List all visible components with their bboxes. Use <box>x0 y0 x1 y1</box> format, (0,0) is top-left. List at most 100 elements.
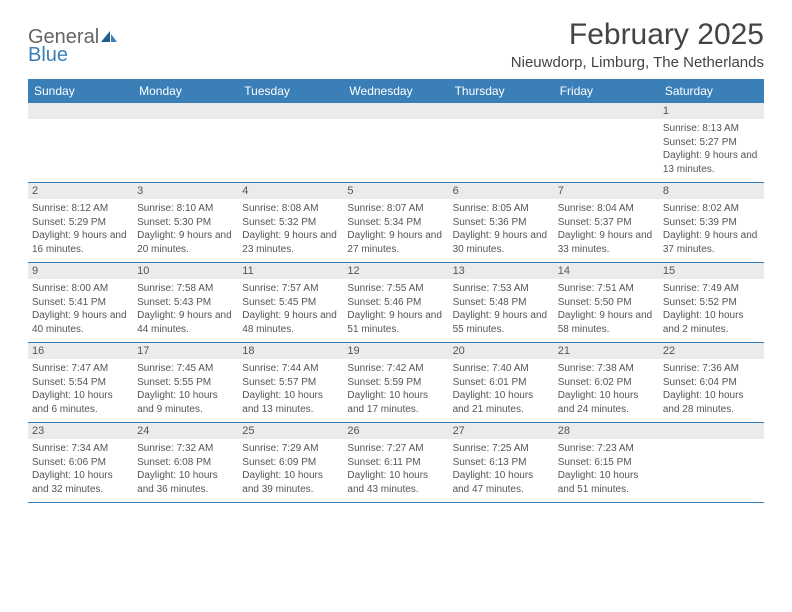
day-number: 22 <box>659 343 764 359</box>
day-details: Sunrise: 8:05 AMSunset: 5:36 PMDaylight:… <box>453 202 550 256</box>
day-details: Sunrise: 7:36 AMSunset: 6:04 PMDaylight:… <box>663 362 760 416</box>
day-details: Sunrise: 7:40 AMSunset: 6:01 PMDaylight:… <box>453 362 550 416</box>
week-row: 9Sunrise: 8:00 AMSunset: 5:41 PMDaylight… <box>28 263 764 343</box>
day-header-tue: Tuesday <box>238 79 343 103</box>
sunset-text: Sunset: 5:48 PM <box>453 296 550 310</box>
day-number: 17 <box>133 343 238 359</box>
sunrise-text: Sunrise: 7:42 AM <box>347 362 444 376</box>
day-number: 28 <box>554 423 659 439</box>
day-details: Sunrise: 7:51 AMSunset: 5:50 PMDaylight:… <box>558 282 655 336</box>
day-number: 6 <box>449 183 554 199</box>
day-number: 2 <box>28 183 133 199</box>
day-number: 13 <box>449 263 554 279</box>
sunrise-text: Sunrise: 8:07 AM <box>347 202 444 216</box>
daylight-text: Daylight: 9 hours and 23 minutes. <box>242 229 339 256</box>
daylight-text: Daylight: 9 hours and 51 minutes. <box>347 309 444 336</box>
sunset-text: Sunset: 5:32 PM <box>242 216 339 230</box>
day-number: 19 <box>343 343 448 359</box>
daylight-text: Daylight: 10 hours and 13 minutes. <box>242 389 339 416</box>
day-cell: 7Sunrise: 8:04 AMSunset: 5:37 PMDaylight… <box>554 183 659 262</box>
day-number: 26 <box>343 423 448 439</box>
day-details: Sunrise: 7:34 AMSunset: 6:06 PMDaylight:… <box>32 442 129 496</box>
sunset-text: Sunset: 6:09 PM <box>242 456 339 470</box>
sunrise-text: Sunrise: 7:40 AM <box>453 362 550 376</box>
sunset-text: Sunset: 5:30 PM <box>137 216 234 230</box>
day-cell: 21Sunrise: 7:38 AMSunset: 6:02 PMDayligh… <box>554 343 659 422</box>
day-cell: 25 Sunrise: 7:29 AMSunset: 6:09 PMDayligh… <box>238 423 343 502</box>
day-number: 23 <box>28 423 133 439</box>
day-number: 16 <box>28 343 133 359</box>
sunrise-text: Sunrise: 7:25 AM <box>453 442 550 456</box>
month-title: February 2025 <box>511 18 764 52</box>
sunrise-text: Sunrise: 7:51 AM <box>558 282 655 296</box>
day-details: Sunrise: 7:42 AMSunset: 5:59 PMDaylight:… <box>347 362 444 416</box>
day-cell: 24Sunrise: 7:32 AMSunset: 6:08 PMDayligh… <box>133 423 238 502</box>
day-cell <box>28 103 133 182</box>
day-number <box>659 423 764 439</box>
day-cell: 16 Sunrise: 7:47 AMSunset: 5:54 PMDayligh… <box>28 343 133 422</box>
day-number <box>133 103 238 119</box>
sunset-text: Sunset: 5:45 PM <box>242 296 339 310</box>
daylight-text: Daylight: 9 hours and 27 minutes. <box>347 229 444 256</box>
day-cell: 13Sunrise: 7:53 AMSunset: 5:48 PMDayligh… <box>449 263 554 342</box>
week-row: 2Sunrise: 8:12 AMSunset: 5:29 PMDaylight… <box>28 183 764 263</box>
day-number: 11 <box>238 263 343 279</box>
sunset-text: Sunset: 6:02 PM <box>558 376 655 390</box>
sunrise-text: Sunrise: 7:45 AM <box>137 362 234 376</box>
day-details: Sunrise: 8:07 AMSunset: 5:34 PMDaylight:… <box>347 202 444 256</box>
sunset-text: Sunset: 6:11 PM <box>347 456 444 470</box>
day-header-fri: Friday <box>554 79 659 103</box>
sunset-text: Sunset: 5:41 PM <box>32 296 129 310</box>
sunrise-text: Sunrise: 8:05 AM <box>453 202 550 216</box>
daylight-text: Daylight: 10 hours and 36 minutes. <box>137 469 234 496</box>
day-header-mon: Monday <box>133 79 238 103</box>
day-cell: 19 Sunrise: 7:42 AMSunset: 5:59 PMDayligh… <box>343 343 448 422</box>
day-cell <box>659 423 764 502</box>
day-details: Sunrise: 7:47 AMSunset: 5:54 PMDaylight:… <box>32 362 129 416</box>
sunrise-text: Sunrise: 7:29 AM <box>242 442 339 456</box>
sunset-text: Sunset: 5:55 PM <box>137 376 234 390</box>
day-cell <box>343 103 448 182</box>
day-cell: 10Sunrise: 7:58 AMSunset: 5:43 PMDayligh… <box>133 263 238 342</box>
day-cell <box>449 103 554 182</box>
day-details: Sunrise: 7:27 AMSunset: 6:11 PMDaylight:… <box>347 442 444 496</box>
day-number: 21 <box>554 343 659 359</box>
day-cell <box>133 103 238 182</box>
day-cell: 27Sunrise: 7:25 AMSunset: 6:13 PMDayligh… <box>449 423 554 502</box>
day-details: Sunrise: 8:00 AMSunset: 5:41 PMDaylight:… <box>32 282 129 336</box>
day-number <box>343 103 448 119</box>
sunset-text: Sunset: 5:54 PM <box>32 376 129 390</box>
week-row: 23 Sunrise: 7:34 AMSunset: 6:06 PMDayligh… <box>28 423 764 503</box>
day-cell: 17 Sunrise: 7:45 AMSunset: 5:55 PMDayligh… <box>133 343 238 422</box>
day-cell: 4Sunrise: 8:08 AMSunset: 5:32 PMDaylight… <box>238 183 343 262</box>
title-block: February 2025 Nieuwdorp, Limburg, The Ne… <box>511 18 764 71</box>
sunset-text: Sunset: 5:50 PM <box>558 296 655 310</box>
sunset-text: Sunset: 5:34 PM <box>347 216 444 230</box>
logo-text: General Blue <box>28 28 119 64</box>
day-details: Sunrise: 7:45 AMSunset: 5:55 PMDaylight:… <box>137 362 234 416</box>
week-row: 16 Sunrise: 7:47 AMSunset: 5:54 PMDayligh… <box>28 343 764 423</box>
daylight-text: Daylight: 10 hours and 32 minutes. <box>32 469 129 496</box>
sunrise-text: Sunrise: 7:44 AM <box>242 362 339 376</box>
day-header-row: Sunday Monday Tuesday Wednesday Thursday… <box>28 79 764 103</box>
day-number: 20 <box>449 343 554 359</box>
day-cell: 12Sunrise: 7:55 AMSunset: 5:46 PMDayligh… <box>343 263 448 342</box>
day-details: Sunrise: 7:29 AMSunset: 6:09 PMDaylight:… <box>242 442 339 496</box>
logo-word2: Blue <box>28 44 68 66</box>
day-number: 25 <box>238 423 343 439</box>
day-number: 18 <box>238 343 343 359</box>
daylight-text: Daylight: 10 hours and 2 minutes. <box>663 309 760 336</box>
sunset-text: Sunset: 5:59 PM <box>347 376 444 390</box>
sunrise-text: Sunrise: 8:13 AM <box>663 122 760 136</box>
sunrise-text: Sunrise: 8:04 AM <box>558 202 655 216</box>
day-cell: 8Sunrise: 8:02 AMSunset: 5:39 PMDaylight… <box>659 183 764 262</box>
day-header-thu: Thursday <box>449 79 554 103</box>
day-number <box>449 103 554 119</box>
day-number: 7 <box>554 183 659 199</box>
sunset-text: Sunset: 6:06 PM <box>32 456 129 470</box>
daylight-text: Daylight: 9 hours and 44 minutes. <box>137 309 234 336</box>
daylight-text: Daylight: 9 hours and 20 minutes. <box>137 229 234 256</box>
sunset-text: Sunset: 5:27 PM <box>663 136 760 150</box>
sunset-text: Sunset: 5:37 PM <box>558 216 655 230</box>
daylight-text: Daylight: 10 hours and 51 minutes. <box>558 469 655 496</box>
